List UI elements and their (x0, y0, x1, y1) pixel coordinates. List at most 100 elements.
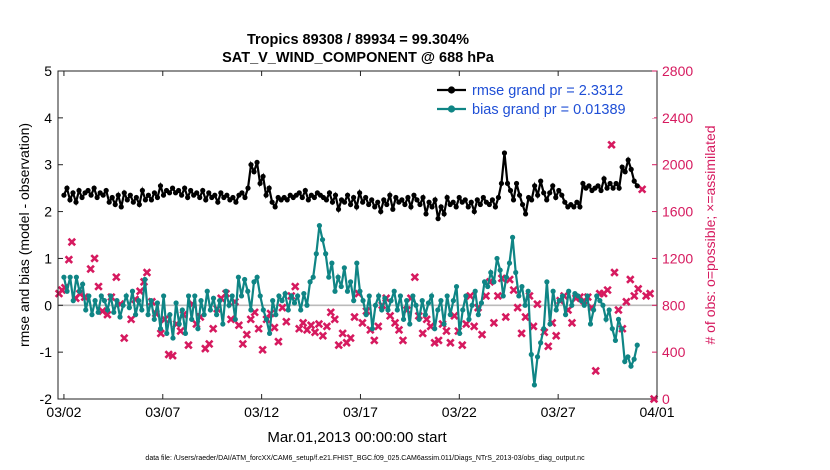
rmse-point (103, 187, 109, 194)
bias-point (273, 312, 279, 318)
rmse-point (619, 164, 625, 170)
rmse-point (450, 199, 456, 205)
bias-point (562, 312, 569, 318)
bias-point (372, 302, 379, 308)
bias-point (503, 274, 509, 280)
bias-point (316, 223, 323, 229)
y-tick-label-left: 5 (44, 63, 52, 79)
obs-count-marker (294, 324, 304, 333)
rmse-point (179, 192, 185, 198)
bias-point (500, 293, 506, 299)
bias-point (298, 307, 304, 313)
rmse-point (100, 192, 106, 198)
bias-point (120, 302, 126, 308)
obs-count-marker (306, 320, 316, 330)
rmse-point (166, 190, 173, 196)
bias-point (594, 293, 600, 299)
bias-point (151, 316, 157, 322)
rmse-point (112, 201, 118, 208)
rmse-point (91, 185, 97, 191)
obs-count-marker (282, 317, 291, 326)
bias-point (235, 274, 242, 280)
bias-point (472, 288, 478, 294)
bias-point (344, 288, 351, 294)
y-tick-label-right: 800 (662, 297, 686, 313)
y-tick-label-left: 2 (44, 204, 52, 220)
bias-point (142, 276, 148, 283)
bias-point (198, 298, 204, 304)
bias-point (351, 298, 357, 304)
rmse-point (61, 192, 67, 198)
bias-point (217, 298, 223, 304)
bias-point (525, 288, 531, 294)
bias-point (407, 321, 413, 327)
bias-point (488, 269, 494, 276)
rmse-point (474, 197, 480, 203)
bias-point (157, 326, 164, 332)
rmse-point (631, 178, 637, 184)
rmse-point (405, 194, 411, 201)
rmse-point (393, 194, 399, 201)
rmse-point (513, 180, 520, 187)
rmse-point (516, 192, 523, 198)
rmse-point (586, 183, 592, 189)
bias-point (67, 274, 73, 280)
bias-point (394, 307, 400, 313)
rmse-point (185, 194, 191, 201)
bias-point (326, 274, 332, 280)
bias-point (366, 293, 372, 299)
rmse-point (296, 190, 302, 196)
rmse-point (299, 194, 305, 201)
rmse-point (595, 183, 601, 189)
obs-count-marker (238, 339, 248, 349)
bias-point (61, 274, 67, 280)
rmse-point (272, 204, 278, 210)
bias-point (83, 307, 89, 313)
bias-point (89, 312, 95, 318)
bias-point (226, 302, 232, 308)
bias-point (494, 255, 500, 262)
legend-swatch-marker (447, 105, 456, 113)
rmse-point (420, 194, 426, 201)
obs-count-marker (234, 320, 244, 330)
obs-count-marker (442, 326, 451, 336)
obs-count-marker (390, 318, 400, 328)
rmse-point (248, 162, 254, 168)
bias-point (513, 269, 519, 276)
rmse-point (492, 204, 499, 210)
obs-count-marker (469, 322, 479, 331)
rmse-point (64, 185, 70, 191)
bias-point (251, 279, 257, 285)
bias-point (136, 298, 142, 304)
bias-point (506, 260, 513, 266)
bias-point (550, 288, 556, 294)
bias-point (538, 340, 544, 346)
legend: rmse grand pr = 2.3312 bias grand pr = 0.… (432, 77, 654, 118)
rmse-point (354, 204, 360, 210)
rmse-point (329, 199, 336, 205)
rmse-point (326, 190, 333, 196)
rmse-point (139, 187, 145, 194)
bias-point (519, 283, 525, 290)
rmse-point (363, 194, 369, 201)
rmse-point (495, 194, 502, 201)
bias-point (341, 265, 347, 271)
rmse-point (387, 192, 393, 198)
obs-count-marker (374, 322, 383, 331)
rmse-point (197, 194, 203, 201)
obs-count-marker (314, 319, 324, 329)
obs-count-marker (346, 333, 355, 343)
bias-point (291, 300, 298, 306)
obs-count-marker (434, 336, 443, 345)
bias-point (204, 288, 210, 294)
rmse-point (169, 185, 176, 191)
obs-count-marker (103, 310, 112, 319)
rmse-point (251, 169, 257, 175)
bias-point (541, 326, 547, 332)
y-tick-label-right: 400 (662, 344, 686, 360)
obs-count-marker (120, 333, 129, 343)
bias-point (369, 326, 375, 332)
obs-count-marker (278, 303, 287, 312)
obs-count-marker (358, 318, 367, 328)
bias-point (466, 316, 472, 322)
